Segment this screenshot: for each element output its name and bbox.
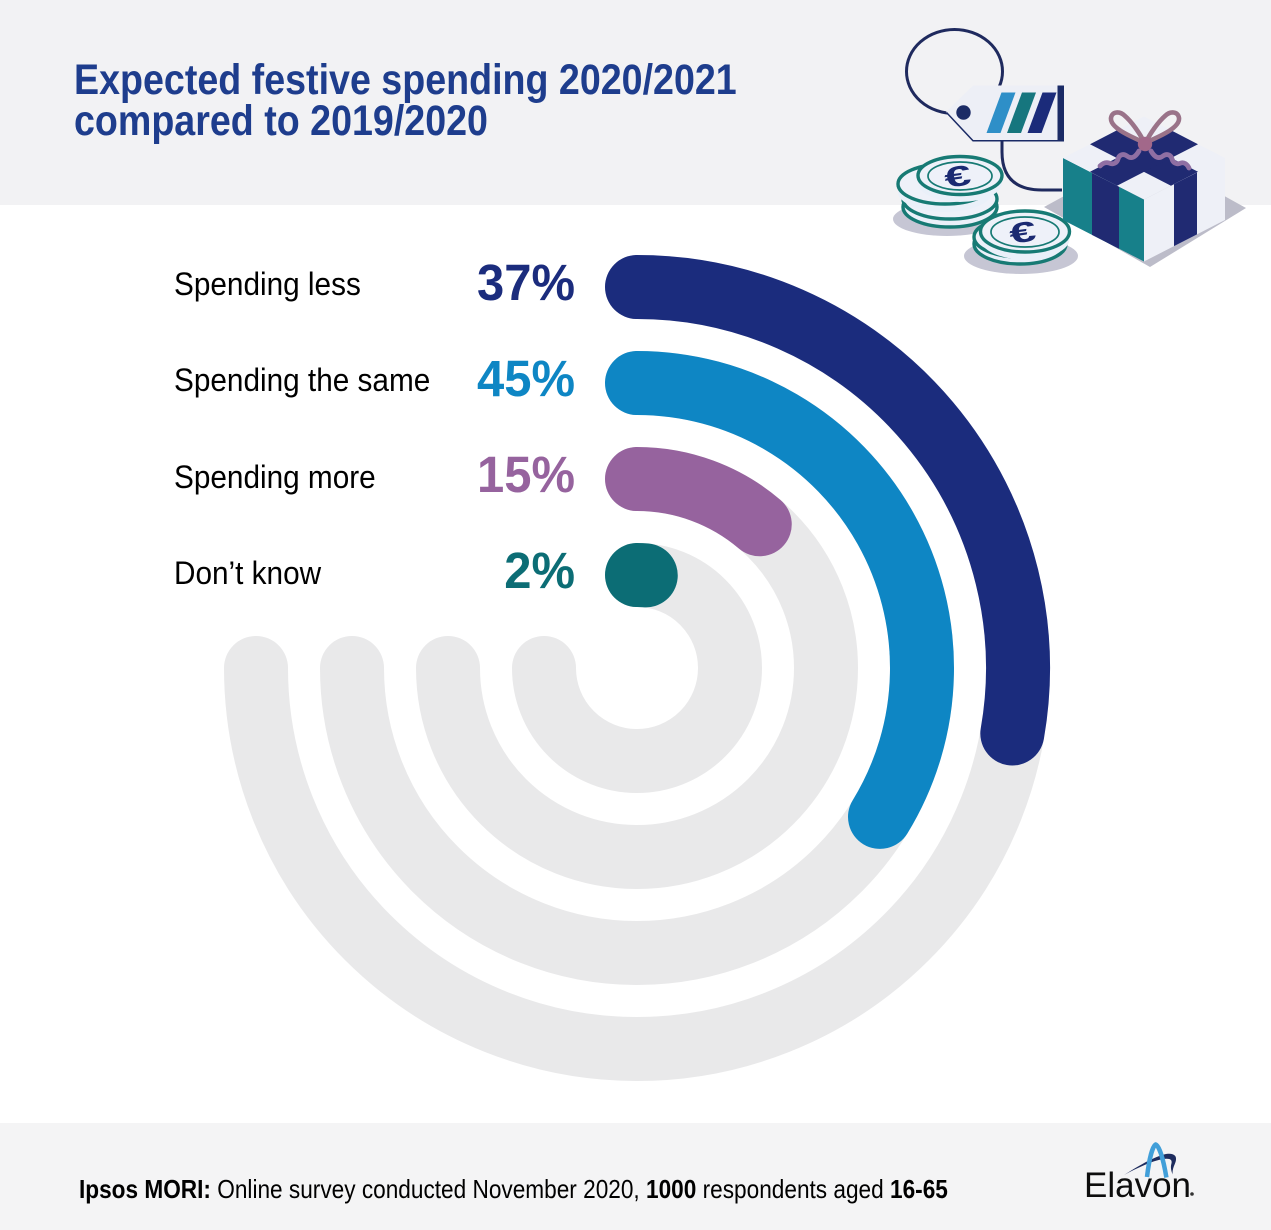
svg-text:Elavon: Elavon bbox=[1084, 1166, 1191, 1205]
svg-text:€: € bbox=[942, 159, 973, 194]
svg-text:€: € bbox=[1007, 215, 1038, 250]
